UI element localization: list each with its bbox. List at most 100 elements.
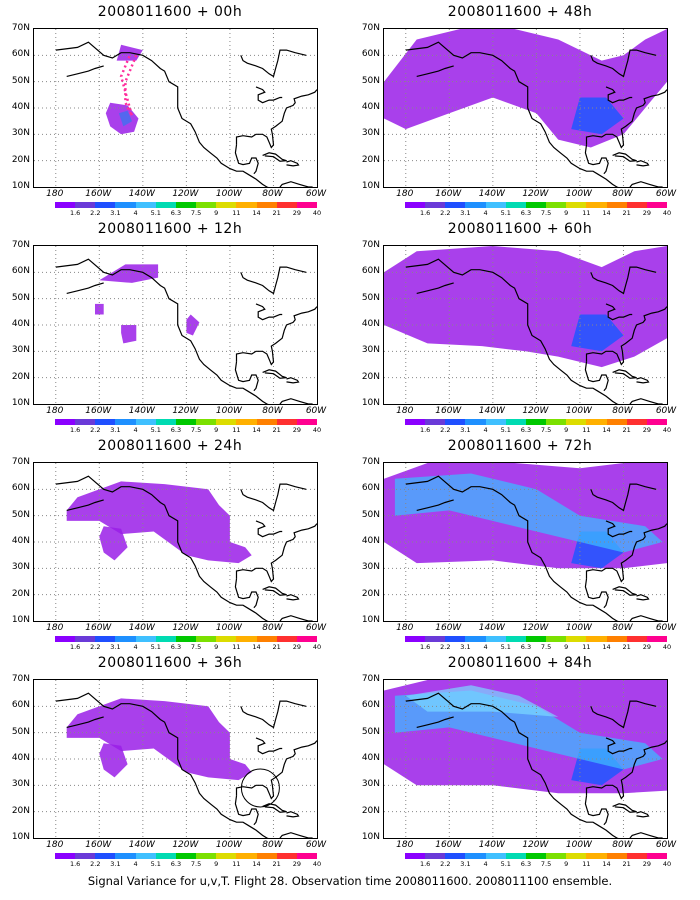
colorbar-swatch [135, 419, 156, 425]
colorbar-tick-label: 14 [602, 209, 611, 217]
lat-label: 10N [11, 615, 30, 625]
colorbar-tick-label: 21 [622, 643, 631, 651]
colorbar-swatch [236, 636, 257, 642]
colorbar-tick-label: 4 [483, 426, 488, 434]
colorbar-tick-label: 11 [582, 426, 591, 434]
colorbar-swatch [216, 636, 237, 642]
colorbar-swatch [646, 853, 668, 859]
colorbar-swatch [525, 636, 547, 642]
colorbar-tick-label: 5.1 [500, 426, 511, 434]
colorbar-swatch [296, 636, 318, 642]
lon-label: 120W [522, 189, 549, 199]
map-canvas [34, 680, 317, 838]
colorbar-swatch [646, 636, 668, 642]
map-canvas [384, 463, 667, 621]
colorbar-tick-label: 40 [662, 426, 672, 434]
coastline [612, 586, 637, 596]
lon-label: 60W [305, 189, 327, 199]
lat-label: 40N [361, 753, 380, 763]
colorbar-swatch [115, 853, 136, 859]
colorbar-swatch [196, 202, 217, 208]
coastline [286, 811, 300, 818]
lat-label: 30N [361, 779, 380, 790]
lat-label: 40N [361, 536, 380, 546]
coastline [584, 144, 609, 175]
lat-label: 70N [11, 23, 30, 33]
variance-region [66, 698, 252, 781]
coastline [590, 49, 657, 78]
colorbar-tick-label: 29 [292, 643, 301, 651]
lat-label: 70N [361, 23, 380, 33]
coastline [255, 303, 283, 321]
coastline [636, 594, 650, 601]
colorbar-swatch [445, 636, 466, 642]
colorbar-tick-label: 14 [252, 643, 261, 651]
colorbar [55, 419, 318, 425]
lat-label: 70N [11, 674, 30, 684]
colorbar-swatch [95, 419, 116, 425]
colorbar-tick-label: 4 [133, 643, 138, 651]
panel-title: 2008011600 + 60h [447, 221, 593, 237]
colorbar [55, 853, 318, 859]
colorbar-tick-label: 6.3 [520, 209, 532, 217]
panel-title: 2008011600 + 48h [447, 4, 593, 20]
colorbar-tick-label: 7.5 [190, 426, 202, 434]
coastline [405, 692, 630, 838]
lat-label: 60N [361, 266, 380, 277]
colorbar-tick-label: 2.2 [90, 209, 101, 217]
colorbar-tick-label: 9 [214, 209, 219, 217]
coastline [240, 483, 307, 512]
lat-label: 50N [361, 726, 380, 737]
coastline [279, 615, 313, 621]
colorbar-swatch [485, 853, 506, 859]
lat-label: 30N [361, 345, 380, 356]
coastline [416, 716, 454, 728]
forecast-panel: 2008011600 + 36h 70N 60N 50N 40N 30N 20N 10N 180… [0, 651, 340, 868]
colorbar-swatch [155, 636, 176, 642]
lat-label: 40N [11, 102, 30, 112]
lon-label: 180 [46, 406, 64, 416]
lat-label: 60N [361, 483, 380, 494]
coastline [584, 795, 609, 826]
colorbar-tick-label: 7.5 [190, 209, 202, 217]
map-frame [383, 462, 668, 622]
lon-label: 140W [478, 406, 505, 416]
colorbar-swatch [646, 419, 668, 425]
lat-label: 20N [11, 371, 30, 382]
colorbar-swatch [55, 202, 76, 208]
colorbar-ticks: 1.6 2.2 3.1 4 5.1 6.3 7.5 9 11 14 21 29 40 [405, 209, 671, 217]
colorbar-tick-label: 14 [252, 426, 261, 434]
colorbar-swatch [626, 636, 647, 642]
colorbar-swatch [485, 419, 506, 425]
colorbar-ticks: 1.6 2.2 3.1 4 5.1 6.3 7.5 9 11 14 21 29 40 [405, 643, 671, 651]
colorbar-tick-label: 4 [133, 209, 138, 217]
colorbar-tick-label: 40 [312, 426, 322, 434]
colorbar-tick-label: 1.6 [419, 860, 431, 868]
colorbar-tick-label: 2.2 [90, 860, 101, 868]
lat-label: 20N [361, 371, 380, 382]
colorbar-tick-label: 1.6 [69, 643, 81, 651]
coastline [605, 303, 633, 321]
lat-label: 70N [11, 240, 30, 250]
lon-label: 120W [172, 840, 199, 850]
lon-label: 100W [215, 623, 242, 633]
colorbar-tick-label: 21 [622, 860, 631, 868]
coastline [66, 716, 104, 728]
colorbar-tick-label: 6.3 [170, 643, 182, 651]
colorbar-swatch [256, 202, 277, 208]
colorbar-tick-label: 3.1 [110, 209, 121, 217]
colorbar-swatch [95, 202, 116, 208]
lon-label: 60W [655, 623, 677, 633]
colorbar-tick-label: 6.3 [520, 643, 532, 651]
forecast-panel: 2008011600 + 48h 70N 60N 50N 40N 30N 20N 10N 180… [350, 0, 690, 217]
coastline [255, 737, 283, 755]
lat-label: 60N [11, 483, 30, 494]
lon-label: 180 [46, 189, 64, 199]
colorbar-tick-label: 40 [662, 860, 672, 868]
colorbar-ticks: 1.6 2.2 3.1 4 5.1 6.3 7.5 9 11 14 21 29 40 [55, 643, 321, 651]
colorbar-swatch [175, 202, 197, 208]
lat-label: 50N [11, 292, 30, 303]
colorbar-swatch [525, 202, 547, 208]
colorbar-tick-label: 6.3 [520, 860, 532, 868]
lon-label: 140W [128, 406, 155, 416]
